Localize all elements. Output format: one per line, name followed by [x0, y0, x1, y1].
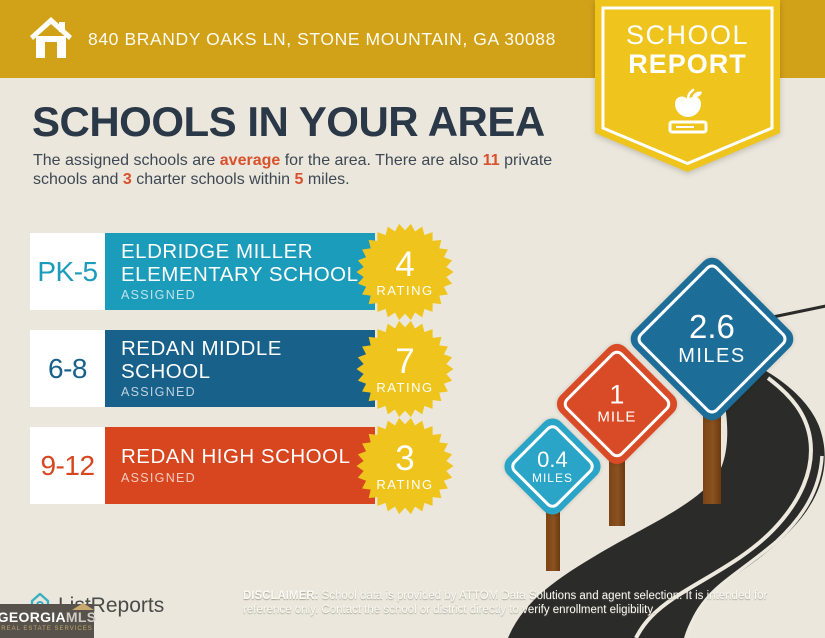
school-bar: REDAN HIGH SCHOOL ASSIGNED [105, 427, 375, 504]
school-bar: REDAN MIDDLE SCHOOL ASSIGNED [105, 330, 375, 407]
home-icon [28, 14, 74, 69]
distance-value: 0.4 [537, 446, 568, 472]
distance-value: 1 [609, 380, 625, 411]
disclaimer-text: DISCLAIMER: School data is provided by A… [243, 589, 768, 617]
georgia-mls-wordmark: GEORGIAMLS [0, 603, 96, 624]
intro-seg: The assigned schools are [33, 152, 220, 169]
page-title: SCHOOLS IN YOUR AREA [32, 98, 545, 145]
school-status: ASSIGNED [121, 470, 196, 485]
intro-highlight-charter-count: 3 [122, 171, 132, 189]
intro-text: The assigned schools are average for the… [33, 151, 578, 189]
school-status: ASSIGNED [121, 288, 196, 303]
grade-range: PK-5 [30, 233, 105, 310]
sign-post [703, 412, 721, 504]
rating-value: 4 [395, 244, 415, 284]
intro-highlight-miles: 5 [294, 171, 304, 189]
intro-seg: private schools and [33, 152, 553, 189]
school-name: REDAN HIGH SCHOOL [121, 445, 351, 469]
school-row-elementary: PK-5 ELDRIDGE MILLER ELEMENTARY SCHOOL A… [30, 223, 454, 321]
school-report-badge: SCHOOL REPORT [595, 0, 780, 175]
school-status: ASSIGNED [121, 385, 196, 400]
road-illustration [508, 304, 825, 638]
distance-value: 2.6 [689, 308, 735, 346]
distance-unit: MILE [597, 409, 637, 427]
badge-line2: REPORT [628, 49, 747, 79]
school-bar: ELDRIDGE MILLER ELEMENTARY SCHOOL ASSIGN… [105, 233, 375, 310]
school-row-middle: 6-8 REDAN MIDDLE SCHOOL ASSIGNED 7 RATIN… [30, 320, 454, 418]
georgia-mls-tagline: REAL ESTATE SERVICES [1, 626, 93, 632]
georgia-mls-logo: GEORGIAMLS REAL ESTATE SERVICES [0, 603, 96, 638]
rating-label: RATING [376, 476, 434, 492]
property-address: 840 BRANDY OAKS LN, STONE MOUNTAIN, GA 3… [88, 28, 556, 49]
rating-badge: 4 RATING [356, 223, 454, 321]
apple-book-icon [663, 86, 713, 141]
intro-highlight-private-count: 11 [482, 152, 500, 169]
distance-unit: MILES [678, 344, 746, 367]
rating-badge: 7 RATING [356, 320, 454, 418]
grade-range: 6-8 [30, 330, 105, 407]
sign-post [546, 505, 560, 571]
disclaimer-body: School data is provided by ATTOM Data So… [243, 590, 768, 617]
distance-unit: MILES [531, 471, 574, 486]
intro-seg: for the area. There are also [280, 152, 483, 169]
grade-range: 9-12 [30, 427, 105, 504]
roof-icon [72, 603, 95, 610]
intro-highlight-average: average [219, 152, 281, 169]
school-row-high: 9-12 REDAN HIGH SCHOOL ASSIGNED 3 RATING [30, 417, 454, 515]
school-name: REDAN MIDDLE SCHOOL [121, 336, 282, 383]
intro-seg: charter schools within [131, 171, 295, 189]
badge-line1: SCHOOL [625, 20, 750, 50]
sign-post [609, 458, 625, 526]
rating-label: RATING [376, 282, 434, 298]
school-name: ELDRIDGE MILLER ELEMENTARY SCHOOL [121, 239, 359, 286]
rating-value: 7 [395, 341, 415, 381]
rating-value: 3 [395, 438, 415, 478]
disclaimer-label: DISCLAIMER: [243, 590, 319, 602]
intro-seg: miles. [303, 171, 350, 189]
rating-label: RATING [376, 379, 434, 395]
rating-badge: 3 RATING [356, 417, 454, 515]
